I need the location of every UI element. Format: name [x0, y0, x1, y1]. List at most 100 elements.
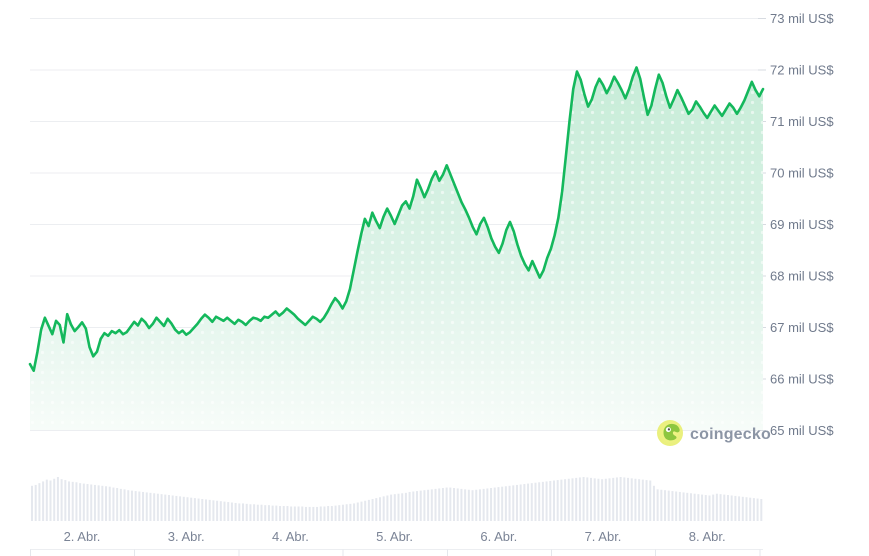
- volume-bar: [34, 484, 37, 521]
- volume-bar: [601, 479, 604, 521]
- volume-bar: [264, 505, 267, 521]
- volume-bar: [590, 477, 593, 521]
- range-navigator[interactable]: [30, 549, 763, 556]
- volume-bar: [471, 490, 474, 521]
- volume-bar: [693, 493, 696, 521]
- volume-bar: [182, 496, 185, 521]
- volume-bar: [667, 490, 670, 521]
- volume-bar: [490, 488, 493, 521]
- volume-bar: [271, 505, 274, 521]
- volume-bar: [64, 480, 67, 521]
- volume-bar: [708, 495, 711, 521]
- volume-bar: [323, 506, 326, 521]
- volume-bar: [745, 497, 748, 521]
- volume-bar: [356, 502, 359, 521]
- volume-bar: [560, 479, 563, 521]
- volume-bar: [404, 492, 407, 521]
- volume-bar: [201, 499, 204, 521]
- volume-bar: [671, 491, 674, 521]
- volume-bar: [393, 494, 396, 521]
- volume-bar: [86, 484, 89, 521]
- volume-bar: [664, 490, 667, 521]
- volume-bar: [738, 496, 741, 521]
- volume-bar: [567, 478, 570, 521]
- volume-bar: [615, 477, 618, 521]
- volume-bar: [652, 485, 655, 521]
- volume-bar: [612, 477, 615, 521]
- volume-bar: [253, 504, 256, 521]
- volume-bar: [445, 487, 448, 521]
- volume-bar: [749, 497, 752, 521]
- volume-bar: [660, 489, 663, 521]
- volume-bar: [604, 478, 607, 521]
- volume-bar: [238, 503, 241, 521]
- price-line[interactable]: [28, 66, 765, 373]
- volume-bar: [45, 479, 48, 521]
- volume-bar: [208, 499, 211, 521]
- volume-bar: [686, 492, 689, 521]
- volume-bar: [164, 494, 167, 521]
- volume-bar: [267, 505, 270, 521]
- volume-bar: [608, 478, 611, 521]
- volume-bar: [345, 504, 348, 521]
- volume-bar: [597, 478, 600, 521]
- volume-bar: [49, 480, 52, 521]
- x-axis-label: 6. Abr.: [480, 529, 517, 544]
- volume-bar: [364, 500, 367, 521]
- volume-bar: [186, 497, 189, 521]
- volume-bar: [730, 495, 733, 521]
- volume-bar: [130, 490, 133, 521]
- volume-bar: [190, 497, 193, 521]
- volume-bar: [256, 504, 259, 521]
- coingecko-wordmark: coingecko: [690, 426, 771, 443]
- volume-bar: [179, 496, 182, 521]
- volume-bar: [430, 489, 433, 521]
- volume-bar: [619, 477, 622, 521]
- volume-bar: [441, 488, 444, 521]
- volume-bar: [260, 504, 263, 521]
- x-axis-label: 7. Abr.: [585, 529, 622, 544]
- volume-bar: [760, 499, 763, 521]
- volume-bar: [408, 491, 411, 521]
- volume-bar: [319, 506, 322, 521]
- volume-bar: [138, 491, 141, 521]
- volume-bar: [112, 487, 115, 521]
- volume-bar: [486, 488, 489, 521]
- volume-bar: [316, 506, 319, 521]
- volume-bar: [630, 478, 633, 521]
- volume-bar: [75, 482, 78, 521]
- volume-bar: [327, 506, 330, 521]
- volume-bar: [575, 477, 578, 521]
- volume-bar: [397, 493, 400, 521]
- volume-bar: [375, 498, 378, 521]
- volume-bar: [712, 494, 715, 521]
- volume-bar: [53, 478, 56, 521]
- y-axis-label: 66 mil US$: [770, 372, 834, 387]
- volume-bar: [145, 492, 148, 521]
- volume-bar: [549, 480, 552, 521]
- volume-bar: [423, 490, 426, 521]
- volume-bar: [93, 484, 96, 521]
- volume-bar: [530, 483, 533, 521]
- volume-bar: [390, 494, 393, 521]
- volume-bar: [478, 489, 481, 521]
- volume-bar: [171, 495, 174, 521]
- volume-bar: [501, 486, 504, 521]
- volume-bar: [586, 477, 589, 521]
- volume-bar: [416, 491, 419, 521]
- y-axis-labels: 73 mil US$ 72 mil US$ 71 mil US$ 70 mil US$…: [770, 11, 834, 438]
- volume-bars: [31, 477, 763, 521]
- x-axis-label: 3. Abr.: [168, 529, 205, 544]
- volume-bar: [116, 488, 119, 521]
- volume-bar: [656, 489, 659, 521]
- volume-bar: [230, 502, 233, 521]
- volume-bar: [308, 506, 311, 521]
- volume-bar: [304, 506, 307, 521]
- volume-bar: [156, 493, 159, 521]
- x-axis-labels: 2. Abr. 3. Abr. 4. Abr. 5. Abr. 6. Abr. 7. Ab…: [64, 529, 726, 544]
- volume-bar: [719, 494, 722, 521]
- volume-bar: [127, 490, 130, 521]
- volume-bar: [438, 488, 441, 521]
